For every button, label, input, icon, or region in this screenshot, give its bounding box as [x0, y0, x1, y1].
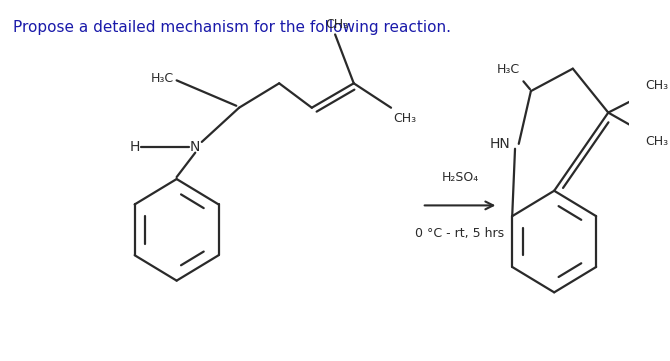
- Text: CH₃: CH₃: [645, 79, 669, 92]
- Text: N: N: [190, 140, 200, 154]
- Text: H₃C: H₃C: [496, 64, 520, 77]
- Text: HN: HN: [490, 137, 511, 151]
- Text: CH₃: CH₃: [393, 112, 416, 125]
- Text: H₃C: H₃C: [151, 72, 174, 85]
- Text: CH₃: CH₃: [645, 135, 669, 148]
- Text: 0 °C - rt, 5 hrs: 0 °C - rt, 5 hrs: [415, 227, 505, 240]
- Text: CH₃: CH₃: [326, 18, 348, 31]
- Text: H: H: [129, 140, 140, 154]
- Text: H₂SO₄: H₂SO₄: [442, 171, 478, 184]
- Text: Propose a detailed mechanism for the following reaction.: Propose a detailed mechanism for the fol…: [13, 20, 452, 35]
